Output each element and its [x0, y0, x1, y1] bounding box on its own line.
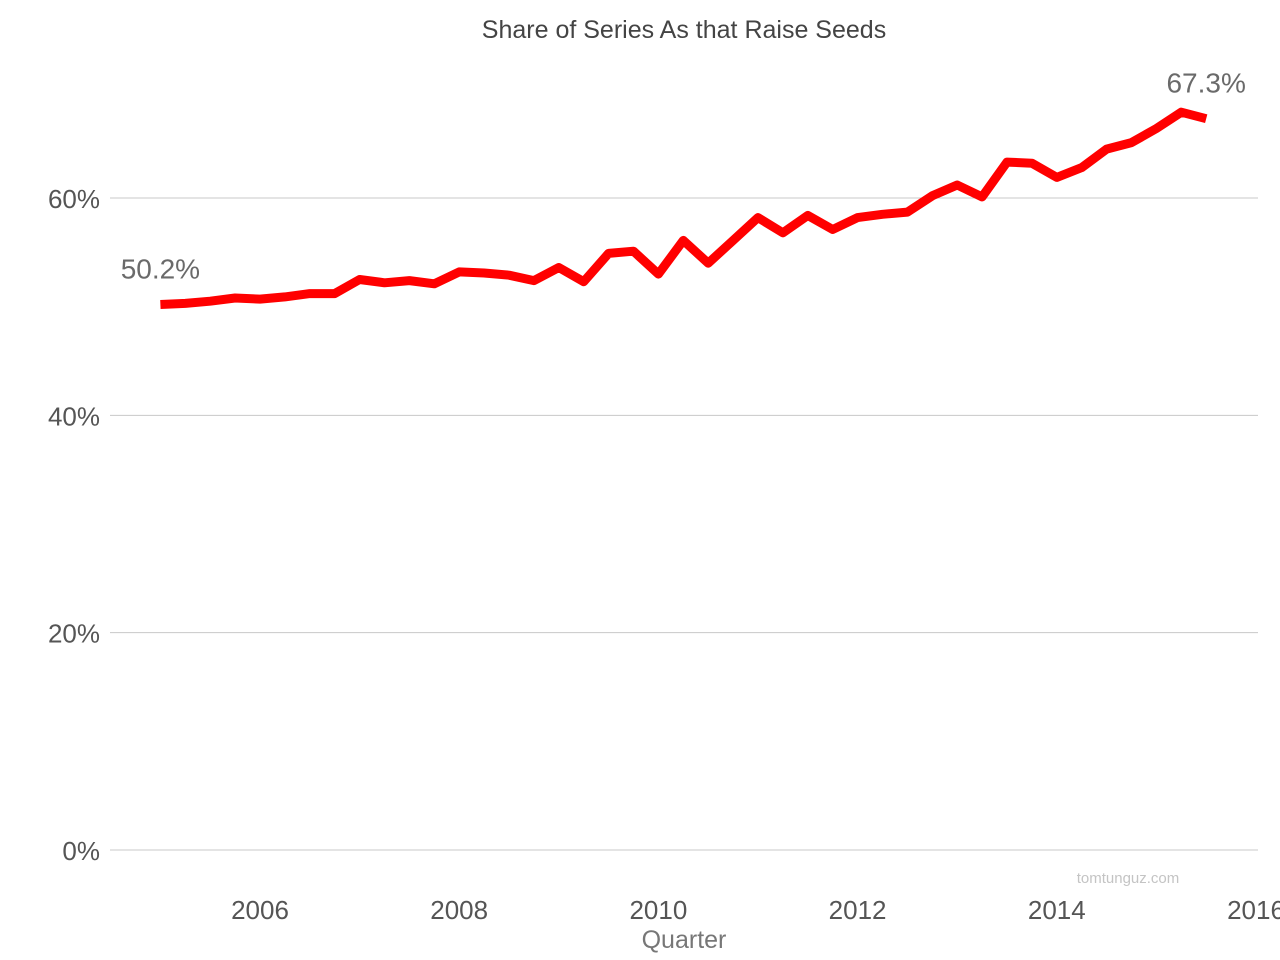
data-label: 50.2%	[121, 253, 200, 284]
x-tick-label: 2010	[629, 895, 687, 925]
gridlines	[110, 197, 1258, 851]
chart-title: Share of Series As that Raise Seeds	[482, 16, 886, 44]
data-label: 67.3%	[1166, 68, 1245, 99]
y-tick-label: 0%	[62, 836, 100, 866]
x-axis-label: Quarter	[642, 926, 727, 954]
series-line	[160, 107, 1208, 309]
x-tick-label: 2008	[430, 895, 488, 925]
x-axis-ticks: 2006 2008 2010 2012 2014 2016	[231, 895, 1280, 925]
x-tick-label: 2016	[1227, 895, 1280, 925]
watermark: tomtunguz.com	[1077, 870, 1180, 887]
x-tick-label: 2012	[829, 895, 887, 925]
y-tick-label: 60%	[48, 184, 100, 214]
y-axis-ticks: 0% 20% 40% 60%	[48, 184, 100, 866]
series-layer	[160, 107, 1208, 309]
data-labels: 50.2% 67.3%	[121, 68, 1246, 285]
x-tick-label: 2014	[1028, 895, 1086, 925]
y-tick-label: 20%	[48, 619, 100, 649]
x-tick-label: 2006	[231, 895, 289, 925]
y-tick-label: 40%	[48, 401, 100, 431]
